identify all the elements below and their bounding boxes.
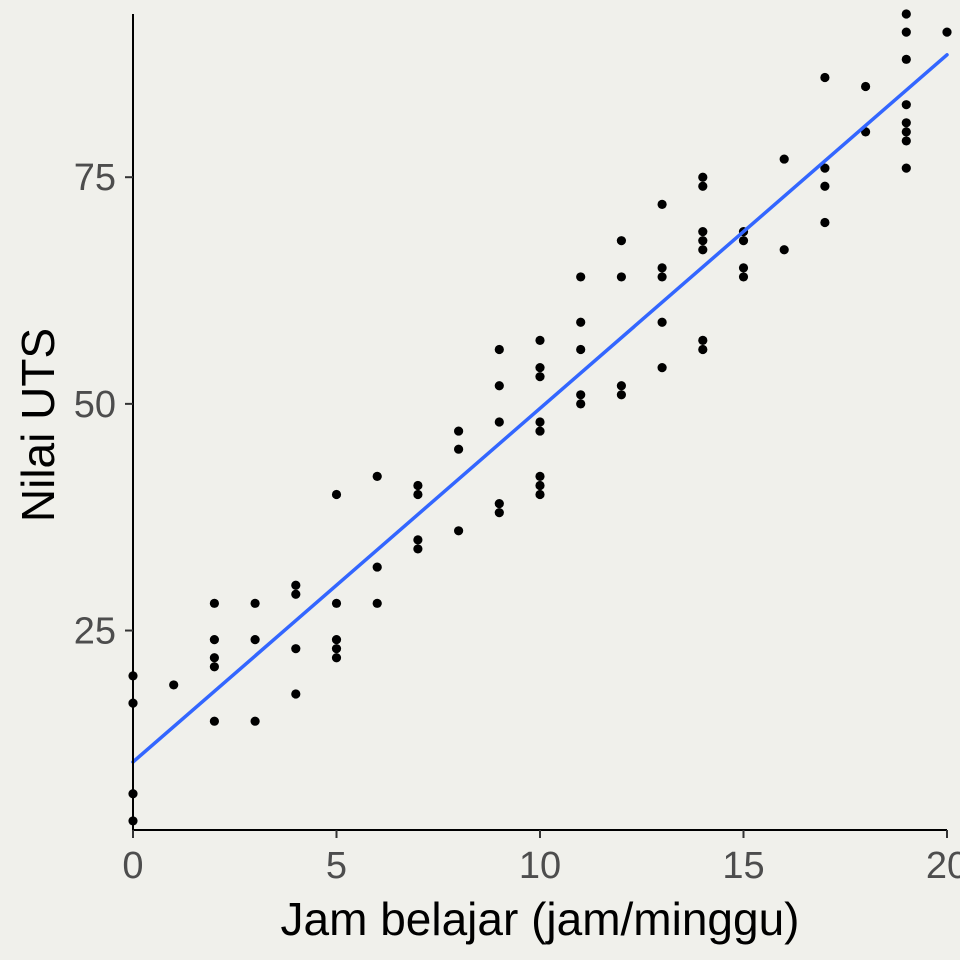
data-point (576, 344, 586, 355)
trend-line (131, 53, 949, 764)
data-point (820, 163, 830, 173)
x-tick-label: 10 (519, 845, 561, 887)
data-point (861, 81, 871, 92)
data-point (494, 508, 504, 518)
data-point (698, 172, 708, 182)
data-point (372, 562, 382, 572)
data-point (413, 480, 423, 491)
data-point (901, 136, 911, 146)
y-ticks: 25 50 75 (74, 157, 133, 653)
y-tick-label: 75 (74, 157, 116, 199)
data-point (657, 199, 667, 209)
data-point (616, 381, 627, 391)
data-point (576, 390, 586, 400)
x-tick-label: 20 (926, 845, 960, 887)
data-point (413, 489, 423, 500)
data-point (535, 480, 545, 491)
data-point (901, 127, 911, 137)
data-point (901, 100, 911, 110)
data-point (535, 471, 545, 481)
data-point (454, 526, 464, 536)
data-point (494, 417, 504, 427)
data-point (291, 580, 301, 590)
data-point (901, 163, 911, 173)
data-point (616, 272, 627, 282)
data-point (413, 535, 423, 545)
data-point (209, 635, 219, 645)
data-point (413, 544, 423, 554)
data-point (209, 653, 219, 663)
data-point (698, 245, 708, 255)
data-point (820, 217, 830, 228)
data-point (738, 272, 749, 282)
data-point (535, 372, 545, 382)
x-tick-label: 5 (326, 845, 347, 887)
data-point (738, 236, 749, 246)
data-point (494, 344, 504, 355)
data-point (331, 489, 342, 500)
x-tick-label: 15 (722, 845, 764, 887)
data-point (209, 662, 219, 672)
data-point (331, 644, 342, 654)
x-tick-label: 0 (122, 845, 143, 887)
data-point (698, 335, 708, 345)
data-point (454, 444, 464, 454)
data-point (657, 317, 667, 327)
data-point (576, 399, 586, 409)
data-point (535, 489, 545, 500)
data-point (535, 335, 545, 345)
data-point (494, 499, 504, 509)
data-point (901, 118, 911, 128)
x-ticks: 0 5 10 15 20 (122, 830, 960, 887)
data-point (209, 716, 219, 726)
data-point (820, 72, 830, 83)
data-point (698, 344, 708, 355)
data-point (657, 263, 667, 273)
data-point (372, 598, 382, 608)
data-point (331, 598, 342, 608)
data-point (657, 363, 667, 373)
data-point (209, 598, 219, 608)
data-point (331, 653, 342, 663)
x-axis-title: Jam belajar (jam/minggu) (281, 893, 800, 945)
data-point (291, 689, 301, 699)
data-point (738, 263, 749, 273)
data-point (535, 426, 545, 436)
data-point (616, 390, 627, 400)
data-point (657, 272, 667, 282)
points-layer (128, 9, 952, 826)
data-point (901, 54, 911, 64)
data-point (454, 426, 464, 436)
data-point (372, 471, 382, 481)
data-point (698, 227, 708, 237)
data-point (820, 181, 830, 191)
y-tick-label: 50 (74, 384, 116, 426)
y-axis-title: Nilai UTS (12, 328, 64, 522)
data-point (291, 589, 301, 599)
data-point (331, 635, 342, 645)
data-point (535, 363, 545, 373)
data-point (779, 154, 789, 164)
data-point (250, 598, 260, 608)
data-point (942, 27, 952, 37)
data-point (494, 381, 504, 391)
data-point (535, 417, 545, 427)
data-point (779, 245, 789, 255)
data-point (250, 716, 260, 726)
data-point (250, 635, 260, 645)
data-point (616, 236, 627, 246)
data-point (901, 27, 911, 37)
data-point (698, 236, 708, 246)
data-point (169, 680, 179, 690)
y-tick-label: 25 (74, 611, 116, 653)
data-point (576, 317, 586, 327)
data-point (901, 9, 911, 19)
data-point (576, 272, 586, 282)
data-point (291, 644, 301, 654)
data-point (698, 181, 708, 191)
